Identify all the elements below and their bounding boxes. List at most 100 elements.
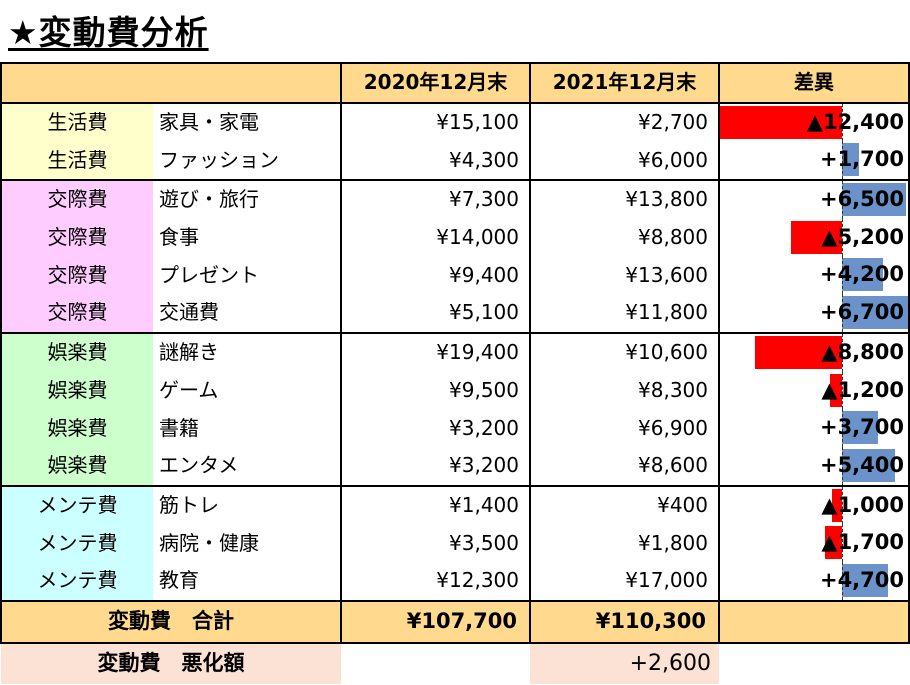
header-diff: 差異: [718, 62, 910, 104]
value-2021-cell: ¥17,000: [529, 561, 720, 602]
diff-cell: +5,400: [719, 446, 910, 487]
table-row: 娯楽費 謎解き ¥19,400 ¥10,600 ▲8,800: [0, 332, 910, 372]
value-2021-cell: ¥1,800: [529, 524, 720, 562]
positive-diff-bar: [842, 258, 884, 292]
positive-diff-bar: [842, 183, 906, 217]
diff-cell: +6,700: [719, 294, 910, 334]
diff-axis-line: [842, 333, 843, 372]
negative-diff-bar: [832, 488, 842, 522]
negative-diff-bar: [825, 526, 842, 560]
item-cell: 教育: [153, 561, 342, 602]
diff-cell: ▲1,200: [719, 371, 910, 410]
item-cell: 書籍: [153, 409, 342, 447]
diff-cell: +4,200: [719, 256, 910, 295]
header-row: 2020年12月末 2021年12月末 差異: [0, 62, 910, 104]
category-cell: 娯楽費: [0, 332, 153, 372]
value-2020-cell: ¥19,400: [340, 332, 531, 372]
diff-cell: ▲1,700: [719, 524, 910, 562]
diff-cell: ▲8,800: [719, 332, 910, 372]
value-2020-cell: ¥9,500: [340, 371, 531, 410]
header-blank: [0, 62, 342, 104]
diff-cell: ▲12,400: [719, 102, 910, 142]
diff-label: +3,700: [819, 415, 904, 440]
table-row: 生活費 ファッション ¥4,300 ¥6,000 +1,700: [0, 141, 910, 182]
header-2020: 2020年12月末: [340, 62, 531, 104]
table-row: メンテ費 教育 ¥12,300 ¥17,000 +4,700: [0, 561, 910, 602]
category-cell: 娯楽費: [0, 446, 153, 487]
negative-diff-bar: [790, 220, 842, 254]
positive-diff-bar: [842, 563, 889, 597]
value-2020-cell: ¥4,300: [340, 141, 531, 182]
diff-label: ▲1,700: [821, 530, 904, 555]
diff-axis-line: [842, 561, 843, 599]
value-2021-cell: ¥400: [529, 485, 720, 525]
diff-cell: +1,700: [719, 141, 910, 182]
value-2021-cell: ¥13,800: [529, 180, 720, 219]
total-2021: ¥110,300: [529, 599, 720, 644]
diff-label: +4,200: [819, 262, 904, 287]
category-cell: メンテ費: [0, 485, 153, 525]
category-cell: メンテ費: [0, 524, 153, 562]
value-2020-cell: ¥1,400: [340, 485, 531, 525]
diff-axis-line: [842, 294, 843, 331]
item-cell: 筋トレ: [153, 485, 342, 525]
diff-label: ▲8,800: [821, 339, 904, 364]
positive-diff-bar: [842, 143, 859, 177]
diff-cell: +3,700: [719, 409, 910, 447]
table-row: 娯楽費 エンタメ ¥3,200 ¥8,600 +5,400: [0, 446, 910, 487]
value-2021-cell: ¥2,700: [529, 102, 720, 142]
diff-cell: +6,500: [719, 180, 910, 219]
worse-diff-blank: [719, 643, 909, 684]
worse-blank: [341, 643, 530, 684]
category-cell: 娯楽費: [0, 409, 153, 447]
value-2020-cell: ¥3,500: [340, 524, 531, 562]
table-row: メンテ費 病院・健康 ¥3,500 ¥1,800 ▲1,700: [0, 524, 910, 562]
worse-value: +2,600: [530, 642, 719, 684]
diff-axis-line: [842, 103, 843, 142]
diff-axis-line: [842, 218, 843, 257]
table-row: 交際費 食事 ¥14,000 ¥8,800 ▲5,200: [0, 218, 910, 257]
category-cell: 娯楽費: [0, 371, 153, 410]
negative-diff-bar: [755, 335, 842, 369]
table-row: メンテ費 筋トレ ¥1,400 ¥400 ▲1,000: [0, 485, 910, 525]
total-label: 変動費 合計: [0, 599, 342, 644]
value-2021-cell: ¥8,800: [529, 218, 720, 257]
diff-label: ▲1,000: [821, 492, 904, 517]
positive-diff-bar: [842, 448, 896, 482]
item-cell: 病院・健康: [153, 524, 342, 562]
category-cell: 生活費: [0, 102, 153, 142]
negative-diff-bar: [720, 105, 842, 139]
value-2020-cell: ¥15,100: [340, 102, 531, 142]
value-2020-cell: ¥12,300: [340, 561, 531, 602]
value-2020-cell: ¥3,200: [340, 409, 531, 447]
worse-row: 変動費 悪化額 +2,600: [1, 642, 909, 684]
variable-cost-table: 2020年12月末 2021年12月末 差異 生活費 家具・家電 ¥15,100 ¥2…: [0, 62, 910, 684]
positive-diff-bar: [842, 411, 879, 445]
diff-label: ▲5,200: [821, 224, 904, 249]
diff-label: ▲12,400: [806, 109, 904, 134]
value-2021-cell: ¥13,600: [529, 256, 720, 295]
diff-label: +6,700: [819, 300, 904, 325]
category-cell: 交際費: [0, 218, 153, 257]
diff-cell: ▲1,000: [719, 485, 910, 525]
diff-axis-line: [842, 446, 843, 484]
item-cell: プレゼント: [153, 256, 342, 295]
item-cell: 遊び・旅行: [153, 180, 342, 219]
total-row: 変動費 合計 ¥107,700 ¥110,300: [0, 599, 910, 644]
diff-axis-line: [842, 524, 843, 562]
item-cell: 交通費: [153, 294, 342, 334]
category-cell: 交際費: [0, 180, 153, 219]
item-cell: 謎解き: [153, 332, 342, 372]
diff-axis-line: [842, 256, 843, 295]
category-cell: 交際費: [0, 256, 153, 295]
diff-axis-line: [842, 141, 843, 179]
item-cell: ゲーム: [153, 371, 342, 410]
value-2020-cell: ¥14,000: [340, 218, 531, 257]
item-cell: 家具・家電: [153, 102, 342, 142]
value-2021-cell: ¥6,000: [529, 141, 720, 182]
diff-axis-line: [842, 409, 843, 447]
diff-axis-line: [842, 181, 843, 219]
positive-diff-bar: [842, 296, 907, 330]
value-2021-cell: ¥11,800: [529, 294, 720, 334]
diff-label: +6,500: [819, 187, 904, 212]
